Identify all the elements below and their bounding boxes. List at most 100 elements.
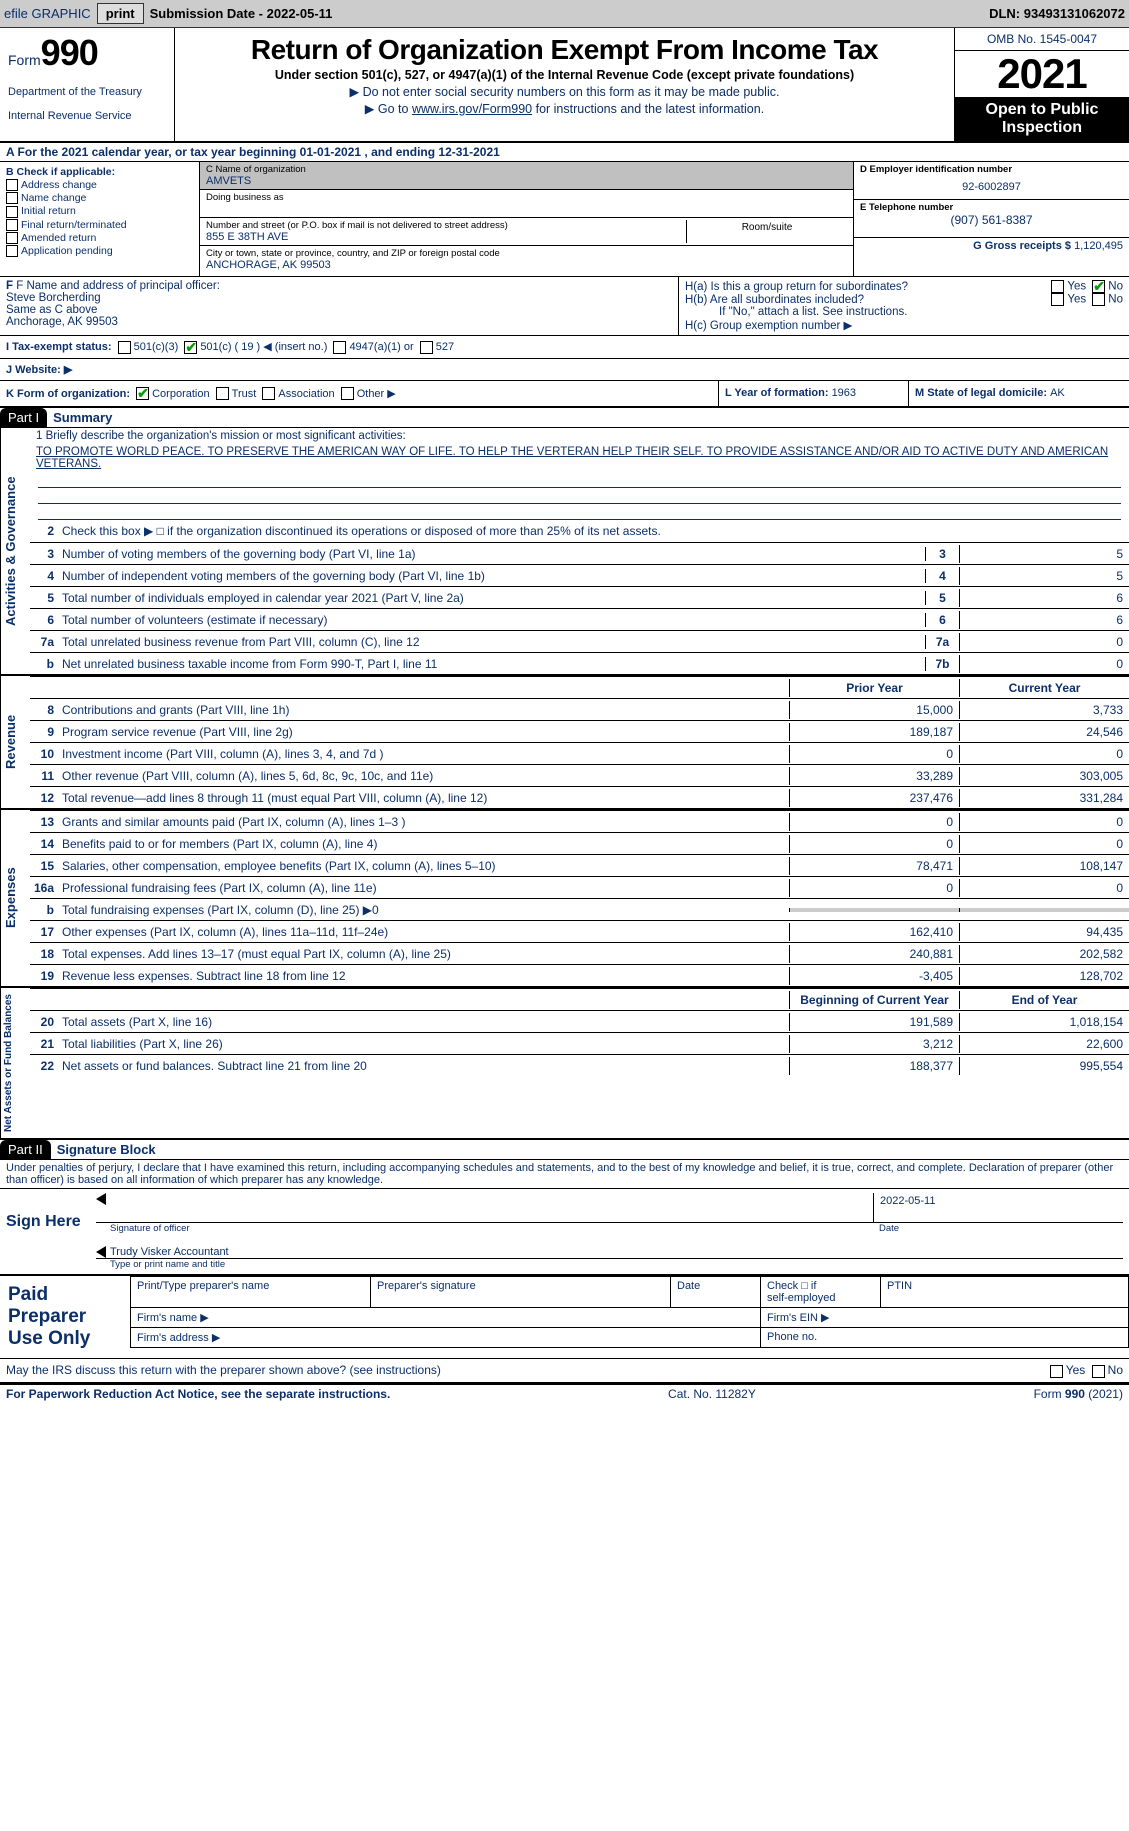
summary-row: 17Other expenses (Part IX, column (A), l…	[30, 920, 1129, 942]
summary-row: 8Contributions and grants (Part VIII, li…	[30, 698, 1129, 720]
dba-label: Doing business as	[206, 192, 847, 203]
ein: 92-6002897	[860, 181, 1123, 193]
cb-application-pending[interactable]: Application pending	[6, 245, 193, 257]
summary-row: 15Salaries, other compensation, employee…	[30, 854, 1129, 876]
discuss-no[interactable]	[1092, 1365, 1105, 1378]
phone: (907) 561-8387	[860, 213, 1123, 227]
print-button[interactable]: print	[97, 3, 144, 24]
part1-tag: Part I	[0, 408, 47, 427]
fo-assoc[interactable]	[262, 387, 275, 400]
open-to-public: Open to PublicInspection	[955, 97, 1129, 141]
org-name: AMVETS	[206, 175, 847, 187]
summary-row: 3Number of voting members of the governi…	[30, 542, 1129, 564]
bcy-hdr: Beginning of Current Year	[789, 991, 959, 1009]
pp-sig-hdr: Preparer's signature	[371, 1277, 671, 1308]
summary-row: 9Program service revenue (Part VIII, lin…	[30, 720, 1129, 742]
city-state-zip: ANCHORAGE, AK 99503	[206, 259, 847, 271]
paid-preparer-label: Paid Preparer Use Only	[0, 1276, 130, 1358]
submission-label: Submission Date - 2022-05-11	[150, 6, 333, 21]
cat-no: Cat. No. 11282Y	[668, 1387, 756, 1401]
discuss-question: May the IRS discuss this return with the…	[6, 1363, 963, 1377]
officer-addr2: Anchorage, AK 99503	[6, 316, 672, 328]
summary-row: 6Total number of volunteers (estimate if…	[30, 608, 1129, 630]
top-toolbar: efile GRAPHIC print Submission Date - 20…	[0, 0, 1129, 28]
tax-status-label: I Tax-exempt status:	[6, 341, 112, 353]
room-label: Room/suite	[687, 220, 847, 243]
side-net-assets: Net Assets or Fund Balances	[0, 988, 30, 1138]
addr-label: Number and street (or P.O. box if mail i…	[206, 220, 686, 231]
side-revenue: Revenue	[0, 676, 30, 808]
hb-yes[interactable]	[1051, 293, 1064, 306]
hb-note: If "No," attach a list. See instructions…	[685, 306, 1123, 318]
section-fh: F F Name and address of principal office…	[0, 277, 1129, 336]
cb-amended-return[interactable]: Amended return	[6, 232, 193, 244]
dept-irs: Internal Revenue Service	[8, 110, 168, 122]
hc-label: H(c) Group exemption number ▶	[685, 318, 1123, 332]
fo-other[interactable]	[341, 387, 354, 400]
org-name-label: C Name of organization	[206, 164, 847, 175]
form990-link[interactable]: www.irs.gov/Form990	[412, 102, 532, 116]
cb-address-change[interactable]: Address change	[6, 179, 193, 191]
tax-year: 2021	[955, 51, 1129, 97]
form-header: Form990 Department of the Treasury Inter…	[0, 28, 1129, 143]
ts-501c[interactable]	[184, 341, 197, 354]
prior-year-hdr: Prior Year	[789, 679, 959, 697]
paperwork-notice: For Paperwork Reduction Act Notice, see …	[6, 1387, 390, 1401]
summary-row: 10Investment income (Part VIII, column (…	[30, 742, 1129, 764]
side-expenses: Expenses	[0, 810, 30, 986]
summary-row: bTotal fundraising expenses (Part IX, co…	[30, 898, 1129, 920]
fo-corp[interactable]	[136, 387, 149, 400]
summary-row: 4Number of independent voting members of…	[30, 564, 1129, 586]
sig-date: 2022-05-11	[873, 1193, 1123, 1222]
col-b-checkboxes: B Check if applicable: Address change Na…	[0, 162, 200, 276]
sig-officer-label: Signature of officer	[96, 1223, 873, 1234]
firm-addr: Firm's address ▶	[131, 1328, 761, 1348]
officer-printed: Trudy Visker Accountant	[110, 1246, 229, 1258]
ts-4947[interactable]	[333, 341, 346, 354]
form-title: Return of Organization Exempt From Incom…	[185, 34, 944, 66]
omb-number: OMB No. 1545-0047	[955, 28, 1129, 51]
city-label: City or town, state or province, country…	[206, 248, 847, 259]
website-label: J Website: ▶	[0, 359, 1129, 380]
form-org-label: K Form of organization:	[6, 388, 130, 400]
side-activities-governance: Activities & Governance	[0, 428, 30, 674]
summary-row: 21Total liabilities (Part X, line 26)3,2…	[30, 1032, 1129, 1054]
officer-name: Steve Borcherding	[6, 292, 672, 304]
cb-initial-return[interactable]: Initial return	[6, 205, 193, 217]
gross-receipts-label: G Gross receipts $	[973, 240, 1074, 252]
phone-label: E Telephone number	[860, 202, 1123, 213]
sign-here-label: Sign Here	[6, 1193, 86, 1270]
summary-row: 20Total assets (Part X, line 16)191,5891…	[30, 1010, 1129, 1032]
ha-no[interactable]	[1092, 280, 1105, 293]
discuss-yes[interactable]	[1050, 1365, 1063, 1378]
summary-row: 5Total number of individuals employed in…	[30, 586, 1129, 608]
form-footer: Form 990 (2021)	[1034, 1387, 1123, 1401]
form-subtitle-3: ▶ Go to www.irs.gov/Form990 for instruct…	[185, 101, 944, 116]
section-bcd: B Check if applicable: Address change Na…	[0, 162, 1129, 277]
summary-row: 14Benefits paid to or for members (Part …	[30, 832, 1129, 854]
sig-date-label: Date	[873, 1223, 1123, 1234]
street-address: 855 E 38TH AVE	[206, 231, 686, 243]
hb-no[interactable]	[1092, 293, 1105, 306]
part2-title: Signature Block	[57, 1142, 156, 1157]
form-subtitle-2: ▶ Do not enter social security numbers o…	[185, 84, 944, 99]
firm-phone: Phone no.	[761, 1328, 1129, 1348]
pp-date-hdr: Date	[671, 1277, 761, 1308]
ha-yes[interactable]	[1051, 280, 1064, 293]
efile-label: efile GRAPHIC	[4, 6, 91, 21]
firm-ein: Firm's EIN ▶	[761, 1308, 1129, 1328]
cb-final-return[interactable]: Final return/terminated	[6, 219, 193, 231]
ts-501c3[interactable]	[118, 341, 131, 354]
year-formation: 1963	[832, 387, 856, 399]
ts-527[interactable]	[420, 341, 433, 354]
form-subtitle-1: Under section 501(c), 527, or 4947(a)(1)…	[185, 68, 944, 82]
summary-row: 22Net assets or fund balances. Subtract …	[30, 1054, 1129, 1076]
cb-name-change[interactable]: Name change	[6, 192, 193, 204]
dept-treasury: Department of the Treasury	[8, 86, 168, 98]
col-b-title: B Check if applicable:	[6, 166, 193, 178]
part1-title: Summary	[53, 410, 112, 425]
summary-row: 11Other revenue (Part VIII, column (A), …	[30, 764, 1129, 786]
ha-label: H(a) Is this a group return for subordin…	[685, 281, 963, 293]
fo-trust[interactable]	[216, 387, 229, 400]
summary-row: 16aProfessional fundraising fees (Part I…	[30, 876, 1129, 898]
